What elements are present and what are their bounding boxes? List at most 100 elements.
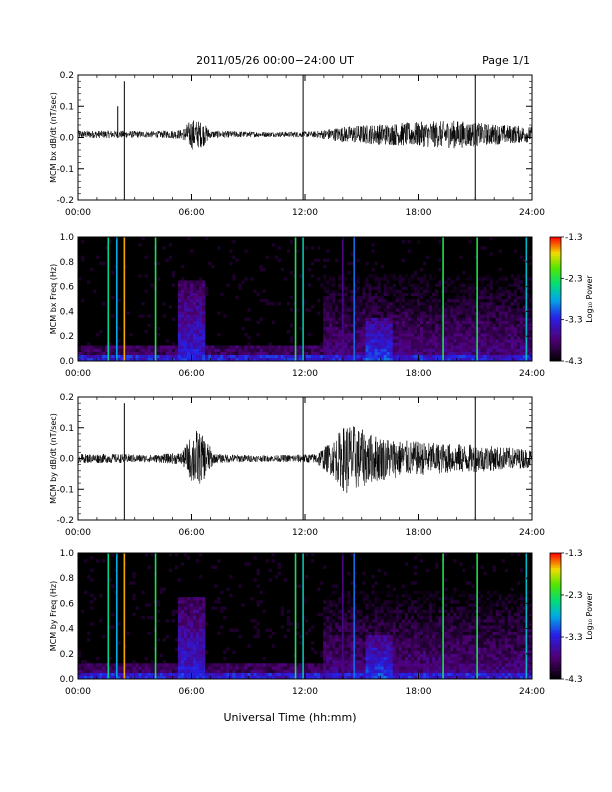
heatmap-cell	[410, 348, 415, 352]
heatmap-cell	[477, 339, 481, 343]
heatmap-cell	[90, 354, 94, 359]
heatmap-cell	[168, 669, 173, 673]
heatmap-cell	[350, 323, 354, 328]
heatmap-cell	[141, 302, 145, 306]
heatmap-cell	[426, 644, 430, 648]
heatmap-cell	[365, 666, 369, 670]
heatmap-cell	[362, 609, 366, 614]
heatmap-cell	[238, 666, 242, 670]
heatmap-cell	[389, 314, 393, 318]
heatmap-cell	[416, 663, 421, 667]
heatmap-cell	[286, 666, 291, 670]
heatmap-cell	[205, 351, 209, 355]
heatmap-cell	[510, 289, 515, 293]
heatmap-cell	[516, 299, 521, 303]
heatmap-cell	[465, 333, 469, 337]
heatmap-cell	[480, 308, 484, 312]
heatmap-cell	[444, 622, 448, 626]
heatmap-cell	[156, 609, 160, 614]
heatmap-cell	[377, 619, 381, 623]
heatmap-cell	[329, 339, 333, 343]
heatmap-cell	[298, 354, 303, 359]
heatmap-cell	[407, 638, 412, 642]
heatmap-cell	[356, 277, 360, 281]
heatmap-cell	[141, 314, 145, 318]
heatmap-cell	[332, 638, 336, 642]
heatmap-cell	[432, 292, 436, 297]
heatmap-cell	[459, 342, 463, 346]
heatmap-cell	[344, 292, 348, 297]
heatmap-cell	[196, 597, 200, 601]
colorbar-segment	[550, 251, 561, 254]
heatmap-cell	[465, 326, 469, 331]
heatmap-cell	[283, 663, 288, 667]
heatmap-cell	[522, 317, 527, 321]
heatmap-cell	[220, 672, 224, 677]
heatmap-cell	[471, 342, 475, 346]
heatmap-cell	[501, 292, 505, 297]
heatmap-cell	[365, 320, 369, 324]
heatmap-cell	[353, 622, 357, 626]
heatmap-cell	[250, 597, 254, 601]
heatmap-cell	[193, 672, 197, 677]
heatmap-cell	[489, 302, 493, 306]
heatmap-cell	[362, 336, 366, 340]
heatmap-cell	[186, 289, 191, 293]
heatmap-cell	[401, 641, 406, 645]
heatmap-cell	[392, 320, 396, 324]
heatmap-cell	[205, 663, 209, 667]
heatmap-cell	[528, 261, 533, 266]
heatmap-cell	[93, 663, 97, 667]
heatmap-cell	[180, 339, 185, 343]
heatmap-cell	[438, 317, 442, 321]
heatmap-cell	[528, 255, 533, 259]
heatmap-cell	[317, 246, 321, 250]
heatmap-cell	[486, 311, 490, 315]
heatmap-cell	[323, 590, 327, 595]
heatmap-cell	[323, 320, 327, 324]
heatmap-cell	[180, 609, 185, 614]
heatmap-cell	[196, 292, 200, 297]
heatmap-cell	[259, 600, 263, 604]
heatmap-cell	[214, 675, 218, 680]
heatmap-cell	[504, 345, 508, 349]
heatmap-cell	[205, 348, 209, 352]
heatmap-cell	[253, 354, 257, 359]
heatmap-cell	[401, 603, 406, 607]
heatmap-cell	[259, 264, 263, 269]
heatmap-cell	[347, 660, 351, 664]
heatmap-cell	[371, 644, 375, 648]
heatmap-cell	[474, 255, 478, 259]
colorbar-segment	[550, 344, 561, 347]
heatmap-cell	[205, 669, 209, 673]
heatmap-cell	[356, 622, 360, 626]
heatmap-cell	[383, 653, 387, 658]
heatmap-cell	[78, 669, 82, 673]
heatmap-cell	[395, 660, 400, 664]
heatmap-cell	[156, 345, 160, 349]
heatmap-cell	[462, 326, 466, 331]
heatmap-cell	[199, 653, 203, 658]
heatmap-cell	[423, 628, 427, 632]
heatmap-cell	[177, 308, 182, 312]
heatmap-cell	[368, 302, 372, 306]
heatmap-cell	[177, 342, 182, 346]
heatmap-cell	[498, 305, 502, 309]
heatmap-cell	[447, 336, 451, 340]
heatmap-cell	[356, 660, 360, 664]
heatmap-cell	[362, 638, 366, 642]
heatmap-cell	[199, 339, 203, 343]
heatmap-cell	[329, 628, 333, 632]
heatmap-cell	[359, 644, 363, 648]
heatmap-cell	[353, 277, 357, 281]
heatmap-cell	[525, 295, 530, 300]
heatmap-cell	[223, 656, 227, 661]
heatmap-cell	[344, 625, 348, 629]
heatmap-cell	[465, 295, 469, 300]
heatmap-cell	[108, 656, 112, 661]
heatmap-cell	[513, 345, 518, 349]
heatmap-cell	[332, 600, 336, 604]
heatmap-cell	[480, 302, 484, 306]
heatmap-cell	[326, 600, 330, 604]
heatmap-cell	[453, 326, 457, 331]
